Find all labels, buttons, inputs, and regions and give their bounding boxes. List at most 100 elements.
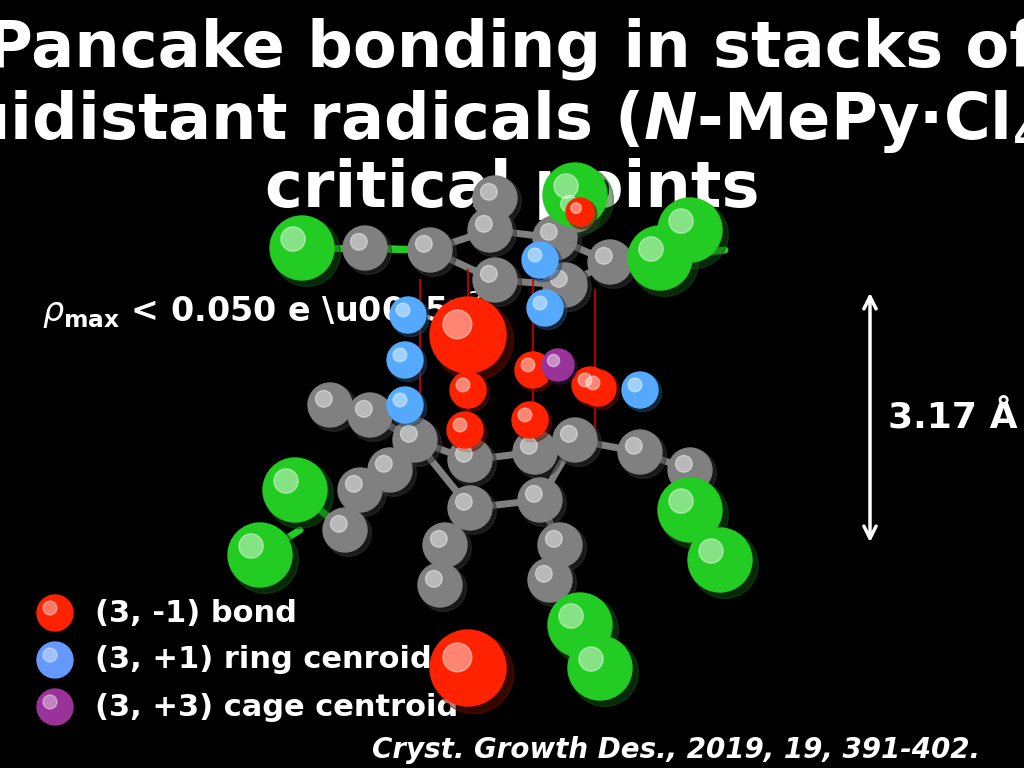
Circle shape	[543, 263, 587, 307]
Circle shape	[582, 372, 620, 409]
Circle shape	[338, 468, 382, 512]
Circle shape	[408, 228, 452, 272]
Circle shape	[670, 450, 717, 496]
Circle shape	[662, 201, 728, 268]
Circle shape	[528, 558, 572, 602]
Circle shape	[517, 354, 555, 392]
Circle shape	[525, 485, 542, 502]
Circle shape	[273, 469, 298, 493]
Circle shape	[453, 418, 467, 432]
Circle shape	[544, 351, 578, 384]
Circle shape	[542, 349, 574, 381]
Circle shape	[626, 438, 642, 454]
Circle shape	[456, 445, 472, 462]
Circle shape	[524, 243, 561, 282]
Circle shape	[456, 378, 470, 392]
Circle shape	[676, 455, 692, 472]
Circle shape	[315, 390, 332, 407]
Circle shape	[449, 414, 486, 452]
Circle shape	[308, 383, 352, 427]
Circle shape	[447, 412, 483, 448]
Circle shape	[426, 571, 442, 588]
Circle shape	[580, 370, 616, 406]
Circle shape	[348, 393, 392, 437]
Circle shape	[518, 478, 562, 522]
Circle shape	[530, 560, 577, 607]
Circle shape	[387, 342, 423, 378]
Circle shape	[430, 297, 506, 373]
Circle shape	[343, 226, 387, 270]
Circle shape	[281, 227, 305, 251]
Circle shape	[331, 515, 347, 532]
Text: (3, +3) cage centroid: (3, +3) cage centroid	[95, 693, 459, 721]
Circle shape	[389, 344, 427, 382]
Circle shape	[560, 425, 578, 442]
Text: $\rho_{\mathbf{max}}$ < 0.050 e \u00c5$^{-3}$: $\rho_{\mathbf{max}}$ < 0.050 e \u00c5$^…	[42, 289, 482, 331]
Circle shape	[555, 190, 601, 237]
Circle shape	[393, 393, 407, 407]
Circle shape	[393, 348, 407, 362]
Circle shape	[350, 396, 396, 442]
Circle shape	[548, 355, 559, 366]
Circle shape	[37, 642, 73, 678]
Circle shape	[621, 432, 667, 478]
Circle shape	[470, 210, 516, 257]
Circle shape	[522, 242, 558, 278]
Circle shape	[43, 648, 57, 662]
Circle shape	[475, 260, 521, 306]
Circle shape	[512, 402, 548, 438]
Circle shape	[326, 510, 372, 556]
Circle shape	[688, 528, 752, 592]
Circle shape	[528, 248, 542, 262]
Circle shape	[392, 299, 430, 336]
Circle shape	[451, 488, 497, 535]
Circle shape	[521, 358, 535, 372]
Circle shape	[43, 695, 57, 709]
Circle shape	[368, 448, 412, 492]
Circle shape	[400, 425, 417, 442]
Text: Cryst. Growth Des., 2019, 19, 391-402.: Cryst. Growth Des., 2019, 19, 391-402.	[372, 736, 980, 764]
Circle shape	[480, 184, 498, 200]
Circle shape	[430, 531, 447, 548]
Circle shape	[514, 404, 552, 442]
Circle shape	[266, 462, 334, 528]
Circle shape	[566, 198, 594, 226]
Circle shape	[555, 420, 601, 466]
Circle shape	[639, 237, 664, 261]
Circle shape	[586, 376, 600, 390]
Circle shape	[560, 196, 578, 212]
Circle shape	[434, 634, 514, 713]
Circle shape	[691, 531, 759, 598]
Circle shape	[559, 604, 584, 628]
Circle shape	[551, 596, 618, 664]
Circle shape	[396, 303, 410, 316]
Circle shape	[420, 565, 466, 611]
Circle shape	[389, 389, 427, 426]
Circle shape	[449, 438, 492, 482]
Circle shape	[416, 236, 432, 252]
Circle shape	[534, 216, 577, 260]
Circle shape	[668, 448, 712, 492]
Text: (3, +1) ring cenroid: (3, +1) ring cenroid	[95, 645, 432, 674]
Circle shape	[628, 378, 642, 392]
Circle shape	[273, 219, 340, 286]
Circle shape	[658, 198, 722, 262]
Circle shape	[475, 178, 521, 224]
Circle shape	[543, 163, 607, 227]
Circle shape	[698, 539, 723, 563]
Circle shape	[588, 240, 632, 284]
Circle shape	[669, 489, 693, 513]
Circle shape	[669, 209, 693, 233]
Circle shape	[263, 458, 327, 522]
Circle shape	[387, 387, 423, 423]
Circle shape	[520, 438, 538, 454]
Circle shape	[624, 374, 662, 412]
Circle shape	[515, 432, 561, 478]
Circle shape	[411, 230, 457, 276]
Circle shape	[452, 374, 489, 412]
Circle shape	[395, 420, 441, 466]
Circle shape	[475, 216, 493, 232]
Circle shape	[554, 174, 579, 198]
Circle shape	[538, 523, 582, 567]
Circle shape	[628, 226, 692, 290]
